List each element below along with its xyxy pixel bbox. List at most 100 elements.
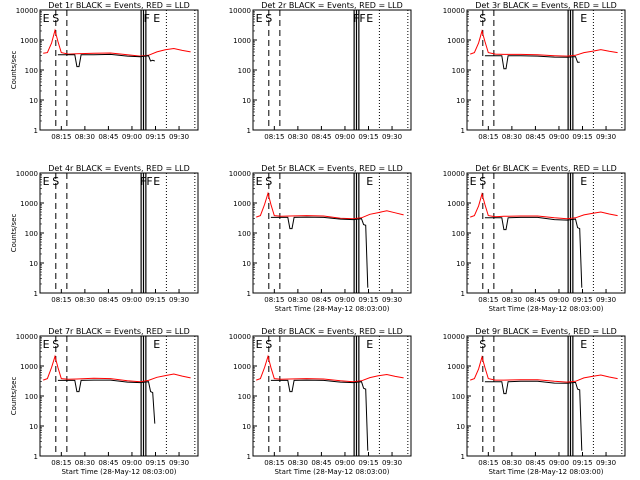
plot-frame	[466, 9, 626, 131]
events-series-line	[484, 380, 583, 451]
y-tick-label: 1000	[233, 363, 251, 371]
interval-marker-label: E	[366, 12, 373, 25]
x-tick-label: 09:15	[572, 133, 592, 141]
interval-marker-label: S	[52, 338, 59, 351]
x-tick-label: 08:45	[311, 296, 331, 304]
events-series-line	[270, 216, 369, 288]
x-tick-label: 08:15	[264, 296, 284, 304]
interval-marker-label: E	[43, 338, 50, 351]
y-tick-label: 100	[452, 393, 465, 401]
plot-frame	[39, 9, 199, 131]
x-tick-label: 09:15	[145, 459, 165, 467]
interval-marker-label: E	[153, 12, 160, 25]
y-tick-label: 10	[456, 97, 465, 105]
interval-marker-label: FF	[353, 12, 366, 25]
plot-frame	[466, 335, 626, 457]
y-tick-label: 10	[29, 260, 38, 268]
interval-marker-label: S	[52, 175, 59, 188]
x-tick-label: 09:15	[572, 296, 592, 304]
y-tick-label: 10	[29, 97, 38, 105]
y-tick-label: 10	[242, 97, 251, 105]
x-axis-label: Start Time (28-May-12 08:03:00)	[488, 468, 603, 476]
y-tick-label: 1	[34, 290, 38, 298]
x-tick-label: 08:45	[98, 133, 118, 141]
x-tick-label: 09:30	[169, 296, 189, 304]
y-tick-label: 10	[456, 260, 465, 268]
x-tick-label: 08:30	[75, 133, 95, 141]
interval-marker-label: E	[580, 338, 587, 351]
panel-2: Det 2r BLACK = Events, RED = LLD 1 10 100 10…	[229, 1, 412, 141]
y-tick-label: 100	[25, 67, 38, 75]
events-series-line	[484, 55, 580, 70]
y-tick-label: 10000	[229, 7, 251, 15]
y-tick-label: 1000	[20, 37, 38, 45]
panel-title: Det 4r BLACK = Events, RED = LLD	[48, 164, 190, 173]
x-tick-label: 09:15	[145, 133, 165, 141]
y-axis-label: Counts/sec	[10, 214, 18, 253]
y-tick-label: 1	[247, 453, 251, 461]
x-tick-label: 08:30	[502, 459, 522, 467]
y-tick-label: 1000	[20, 363, 38, 371]
x-axis-label: Start Time (28-May-12 08:03:00)	[61, 468, 176, 476]
x-tick-label: 09:15	[358, 133, 378, 141]
interval-marker-label: E	[153, 175, 160, 188]
panel-title: Det 8r BLACK = Events, RED = LLD	[261, 327, 403, 336]
panel-title: Det 6r BLACK = Events, RED = LLD	[475, 164, 617, 173]
y-tick-label: 10	[456, 423, 465, 431]
y-tick-label: 1	[34, 453, 38, 461]
y-tick-label: 1000	[447, 363, 465, 371]
x-tick-label: 08:30	[288, 459, 308, 467]
y-tick-label: 1000	[20, 200, 38, 208]
y-tick-label: 1	[34, 127, 38, 135]
x-tick-label: 09:00	[335, 296, 355, 304]
x-tick-label: 08:45	[98, 296, 118, 304]
interval-marker-label: E	[256, 338, 263, 351]
y-tick-label: 10000	[16, 7, 38, 15]
lld-series-line	[43, 28, 191, 57]
y-tick-label: 100	[452, 230, 465, 238]
lld-series-line	[470, 355, 618, 383]
interval-marker-label: E	[153, 338, 160, 351]
panel-title: Det 2r BLACK = Events, RED = LLD	[261, 1, 403, 10]
panel-9: Det 9r BLACK = Events, RED = LLD 1 10 100 10…	[443, 327, 626, 476]
panel-1: Det 1r BLACK = Events, RED = LLD 1 10 100 10…	[10, 1, 199, 141]
panel-title: Det 5r BLACK = Events, RED = LLD	[261, 164, 403, 173]
y-tick-label: 1000	[233, 37, 251, 45]
x-tick-label: 09:30	[382, 459, 402, 467]
lld-series-line	[470, 29, 618, 57]
x-tick-label: 09:15	[358, 459, 378, 467]
x-axis-label: Start Time (28-May-12 08:03:00)	[274, 305, 389, 313]
y-tick-label: 100	[25, 230, 38, 238]
x-tick-label: 08:45	[525, 459, 545, 467]
plot-frame	[252, 172, 412, 294]
y-tick-label: 1000	[233, 200, 251, 208]
x-tick-label: 09:30	[596, 296, 616, 304]
panel-7: Det 7r BLACK = Events, RED = LLD 1 10 100 10…	[10, 327, 199, 476]
y-tick-label: 10000	[16, 170, 38, 178]
y-tick-label: 1	[461, 290, 465, 298]
x-tick-label: 09:00	[549, 459, 569, 467]
interval-marker-label: S	[479, 175, 486, 188]
interval-marker-label: S	[265, 338, 272, 351]
panel-5: Det 5r BLACK = Events, RED = LLD 1 10 100 10…	[229, 164, 412, 313]
y-tick-label: 10000	[443, 170, 465, 178]
interval-marker-label: E	[256, 175, 263, 188]
lld-series-line	[256, 354, 404, 383]
events-series-line	[270, 379, 369, 451]
x-tick-label: 09:15	[358, 296, 378, 304]
x-tick-label: 08:45	[311, 133, 331, 141]
panel-title: Det 9r BLACK = Events, RED = LLD	[475, 327, 617, 336]
y-tick-label: 1	[247, 290, 251, 298]
interval-marker-label: E	[43, 12, 50, 25]
x-tick-label: 08:15	[51, 459, 71, 467]
x-tick-label: 08:30	[288, 133, 308, 141]
y-tick-label: 1	[247, 127, 251, 135]
y-tick-label: 10	[242, 423, 251, 431]
y-tick-label: 100	[238, 393, 251, 401]
panel-3: Det 3r BLACK = Events, RED = LLD 1 10 100 10…	[443, 1, 626, 141]
interval-marker-label: E	[470, 175, 477, 188]
x-tick-label: 09:00	[549, 133, 569, 141]
x-tick-label: 08:30	[75, 296, 95, 304]
x-tick-label: 09:00	[335, 133, 355, 141]
x-tick-label: 08:15	[478, 133, 498, 141]
